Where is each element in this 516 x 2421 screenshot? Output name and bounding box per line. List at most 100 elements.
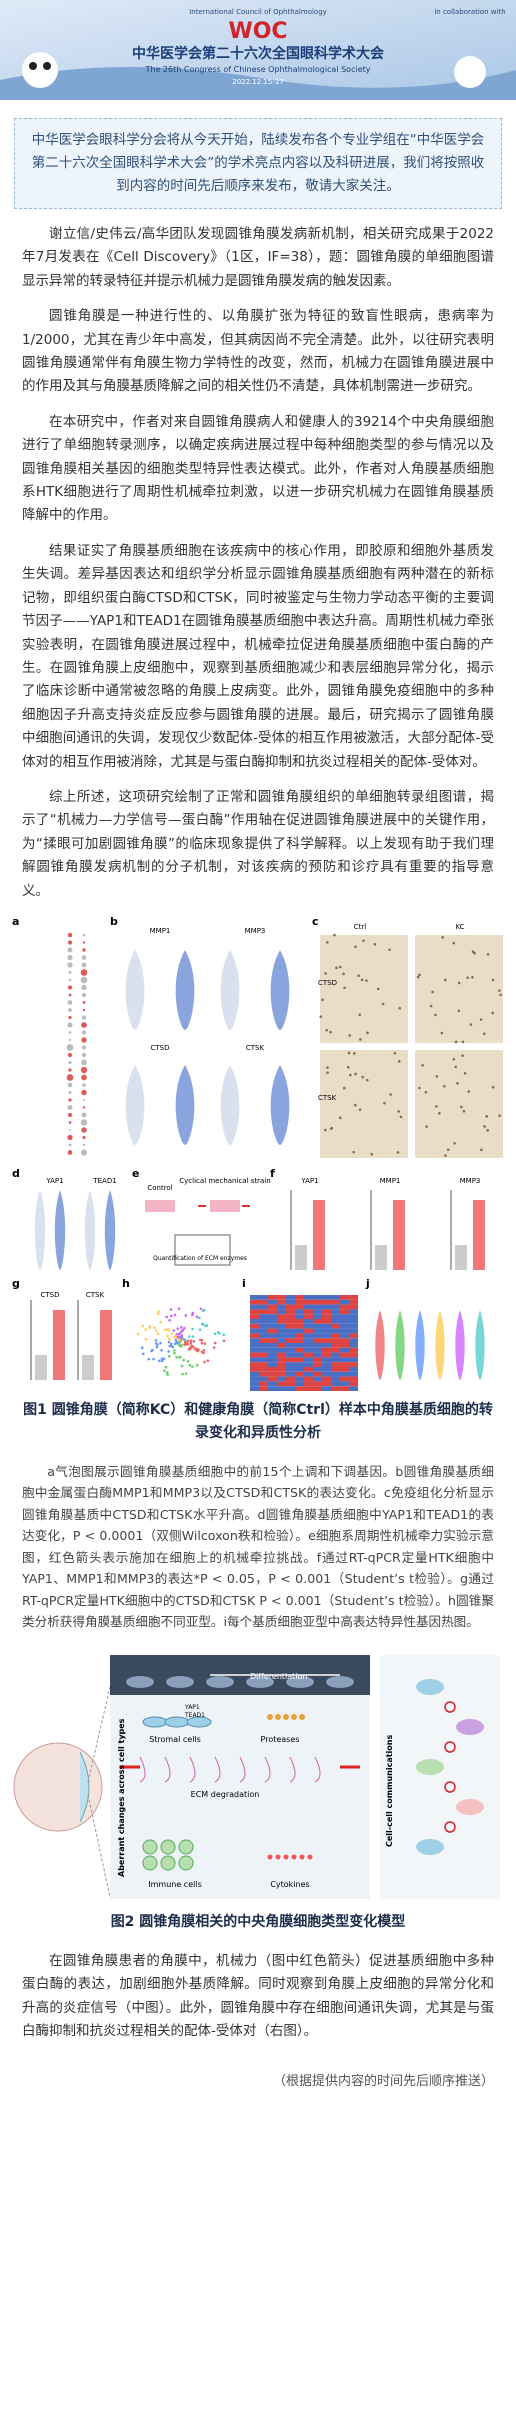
cell — [393, 1051, 397, 1055]
heat-cell — [268, 1342, 277, 1348]
fig2-label: Differentiation — [250, 1672, 308, 1681]
heat-cell — [340, 1357, 349, 1363]
heat-cell — [268, 1371, 277, 1377]
violin — [104, 1189, 116, 1270]
heat-cell — [331, 1338, 340, 1343]
cell — [326, 1675, 354, 1688]
umap-point — [152, 1357, 155, 1361]
group-label: Ctrl — [354, 923, 367, 931]
heat-cell — [349, 1333, 358, 1339]
umap-point — [141, 1324, 145, 1328]
heat-cell — [340, 1304, 349, 1310]
cell — [444, 1154, 447, 1157]
heat-cell — [313, 1342, 322, 1348]
umap-point — [164, 1328, 167, 1332]
row-label: CTSD — [318, 979, 337, 987]
cell — [424, 1090, 428, 1094]
umap-point — [160, 1359, 164, 1363]
heat-cell — [340, 1386, 349, 1391]
cell — [347, 1051, 351, 1055]
comm-cell — [416, 1758, 444, 1775]
heat-cell — [286, 1352, 295, 1358]
cell — [435, 1074, 439, 1078]
heat-cell — [340, 1318, 349, 1324]
gene-label: TEAD1 — [92, 1177, 116, 1185]
cell — [482, 1032, 486, 1036]
heat-cell — [286, 1371, 295, 1377]
umap-point — [170, 1332, 174, 1336]
cell — [388, 948, 391, 952]
histology — [320, 934, 408, 1043]
protease — [299, 1713, 305, 1720]
panda-eye — [29, 62, 37, 70]
heat-cell — [286, 1294, 295, 1300]
umap-point — [157, 1310, 160, 1313]
heat-cell — [322, 1342, 331, 1348]
umap-point — [157, 1312, 160, 1316]
cell — [491, 978, 495, 982]
heat-cell — [304, 1381, 313, 1387]
heat-cell — [331, 1299, 340, 1305]
cell — [469, 1023, 473, 1026]
umap-point — [160, 1357, 164, 1361]
cell — [330, 1126, 334, 1130]
umap-point — [173, 1313, 177, 1317]
comm-cell — [456, 1798, 484, 1815]
heat-cell — [277, 1362, 286, 1367]
heat-cell — [349, 1299, 358, 1305]
histology — [415, 1049, 503, 1158]
dish — [210, 1199, 240, 1212]
cell — [471, 975, 474, 979]
heat-cell — [295, 1366, 304, 1372]
paragraph: 结果证实了角膜基质细胞在该疾病中的核心作用，即胶原和细胞外基质发生失调。差异基因… — [22, 542, 494, 770]
umap-point — [167, 1350, 171, 1353]
cytokine — [299, 1854, 305, 1860]
umap-point — [150, 1349, 153, 1353]
umap-point — [218, 1332, 221, 1335]
heat-cell — [250, 1314, 259, 1319]
fig2-label: Stromal cells — [149, 1735, 201, 1744]
heat-cell — [277, 1381, 286, 1387]
heat-cell — [349, 1362, 358, 1367]
heat-cell — [349, 1309, 358, 1315]
heat-cell — [304, 1376, 313, 1382]
dot — [82, 933, 86, 937]
cytokine — [291, 1854, 297, 1860]
umap-point — [180, 1326, 183, 1329]
fiber — [189, 1756, 196, 1783]
cell — [346, 1065, 350, 1069]
heat-cell — [295, 1309, 304, 1315]
umap-point — [181, 1328, 185, 1332]
dot — [81, 1045, 87, 1050]
heat-cell — [250, 1338, 259, 1343]
heat-cell — [304, 1357, 313, 1363]
heat-cell — [304, 1386, 313, 1391]
heat-cell — [322, 1294, 331, 1300]
heat-cell — [259, 1318, 268, 1324]
heat-cell — [349, 1347, 358, 1353]
heat-cell — [304, 1371, 313, 1377]
heat-cell — [268, 1294, 277, 1300]
heat-cell — [313, 1294, 322, 1300]
cell — [325, 1028, 329, 1032]
dot — [82, 1106, 86, 1109]
block — [444, 1741, 456, 1753]
comm-cell — [416, 1838, 444, 1855]
cell — [348, 1034, 352, 1037]
heat-cell — [322, 1352, 331, 1358]
dot — [80, 969, 88, 976]
umap-point — [153, 1326, 156, 1330]
umap-point — [174, 1334, 177, 1338]
heat-cell — [322, 1338, 331, 1343]
heat-cell — [277, 1366, 286, 1372]
gene-label: CTSK — [86, 1291, 105, 1299]
heat-cell — [259, 1294, 268, 1300]
umap-point — [157, 1359, 161, 1363]
umap-point — [178, 1356, 182, 1359]
cell — [324, 972, 327, 975]
figure-legend: a气泡图展示圆锥角膜基质细胞中的前15个上调和下调基因。b圆锥角膜基质细胞中金属… — [22, 1463, 494, 1630]
heat-cell — [322, 1323, 331, 1329]
heat-cell — [295, 1299, 304, 1305]
cell — [360, 978, 364, 982]
heat-cell — [322, 1299, 331, 1305]
